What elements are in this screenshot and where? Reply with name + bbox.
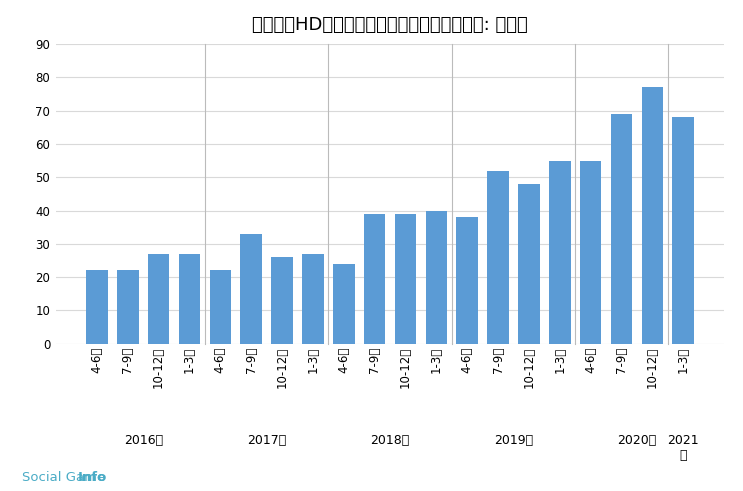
Bar — [271, 257, 293, 344]
Bar — [333, 264, 354, 344]
Bar — [549, 161, 571, 344]
Bar — [179, 254, 201, 344]
Bar — [641, 87, 663, 344]
Bar — [611, 114, 632, 344]
Bar — [117, 271, 139, 344]
Bar — [487, 171, 509, 344]
Text: Info: Info — [78, 471, 108, 484]
Bar — [364, 214, 386, 344]
Text: 2017年: 2017年 — [247, 434, 286, 446]
Bar — [241, 234, 262, 344]
Bar — [86, 271, 108, 344]
Text: Social Game: Social Game — [22, 471, 110, 484]
Bar — [302, 254, 324, 344]
Text: 2021
年: 2021 年 — [667, 434, 699, 462]
Bar — [210, 271, 231, 344]
Bar — [148, 254, 169, 344]
Bar — [672, 117, 694, 344]
Bar — [426, 211, 447, 344]
Title: スクエニHDの出版事業の売上高の推移（単位: 億円）: スクエニHDの出版事業の売上高の推移（単位: 億円） — [252, 16, 528, 34]
Bar — [456, 217, 478, 344]
Text: 2020年: 2020年 — [617, 434, 657, 446]
Text: 2019年: 2019年 — [494, 434, 533, 446]
Bar — [518, 184, 539, 344]
Bar — [395, 214, 416, 344]
Text: 2016年: 2016年 — [123, 434, 163, 446]
Text: 2018年: 2018年 — [371, 434, 409, 446]
Bar — [580, 161, 601, 344]
